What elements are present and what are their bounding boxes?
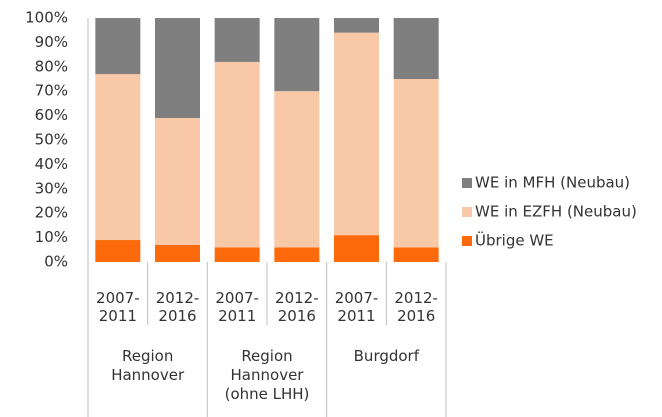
bar-segment <box>393 79 439 248</box>
group-label: Region Hannover (ohne LHH) <box>225 347 310 403</box>
y-tick-label: 30% <box>35 179 68 197</box>
x-tick-label: 2012-2016 <box>275 289 319 325</box>
y-tick-label: 70% <box>35 82 68 100</box>
bar-segment <box>274 247 320 262</box>
bar-segment <box>155 244 200 262</box>
bar-segment <box>155 118 200 245</box>
bar-segment <box>95 18 141 75</box>
bar-segment <box>214 61 260 248</box>
bar-segment <box>334 18 379 33</box>
y-tick-label: 80% <box>35 57 68 75</box>
y-tick-label: 50% <box>35 131 68 149</box>
x-tick-label: 2007-2011 <box>96 289 140 325</box>
bar-segment <box>274 18 320 92</box>
y-tick-label: 10% <box>35 228 68 246</box>
y-tick-label: 100% <box>25 9 68 27</box>
group-label: Burgdorf <box>354 347 420 365</box>
legend-label: WE in MFH (Neubau) <box>475 174 630 192</box>
bar-segment <box>393 18 439 79</box>
bar-segment <box>334 235 379 262</box>
group-label: Region Hannover <box>111 347 185 384</box>
bar-segment <box>334 32 379 236</box>
y-tick-label: 40% <box>35 155 68 173</box>
bar-segment <box>95 74 141 241</box>
legend-label: Übrige WE <box>475 231 554 250</box>
x-tick-label: 2007-2011 <box>215 289 259 325</box>
legend-label: WE in EZFH (Neubau) <box>475 203 637 221</box>
bar-segment <box>95 240 141 262</box>
y-tick-label: 90% <box>35 33 68 51</box>
x-tick-label: 2012-2016 <box>156 289 200 325</box>
bar-segment <box>214 18 260 62</box>
bar-segment <box>393 247 439 262</box>
legend-swatch <box>462 207 472 217</box>
x-tick-label: 2012-2016 <box>394 289 438 325</box>
bar-segment <box>155 18 200 119</box>
bar-segment <box>214 247 260 262</box>
x-tick-label: 2007-2011 <box>335 289 379 325</box>
bar-segment <box>274 91 320 248</box>
y-tick-label: 20% <box>35 204 68 222</box>
y-tick-label: 0% <box>44 253 68 271</box>
legend-swatch <box>462 178 472 188</box>
legend-swatch <box>462 236 472 246</box>
y-tick-label: 60% <box>35 106 68 124</box>
